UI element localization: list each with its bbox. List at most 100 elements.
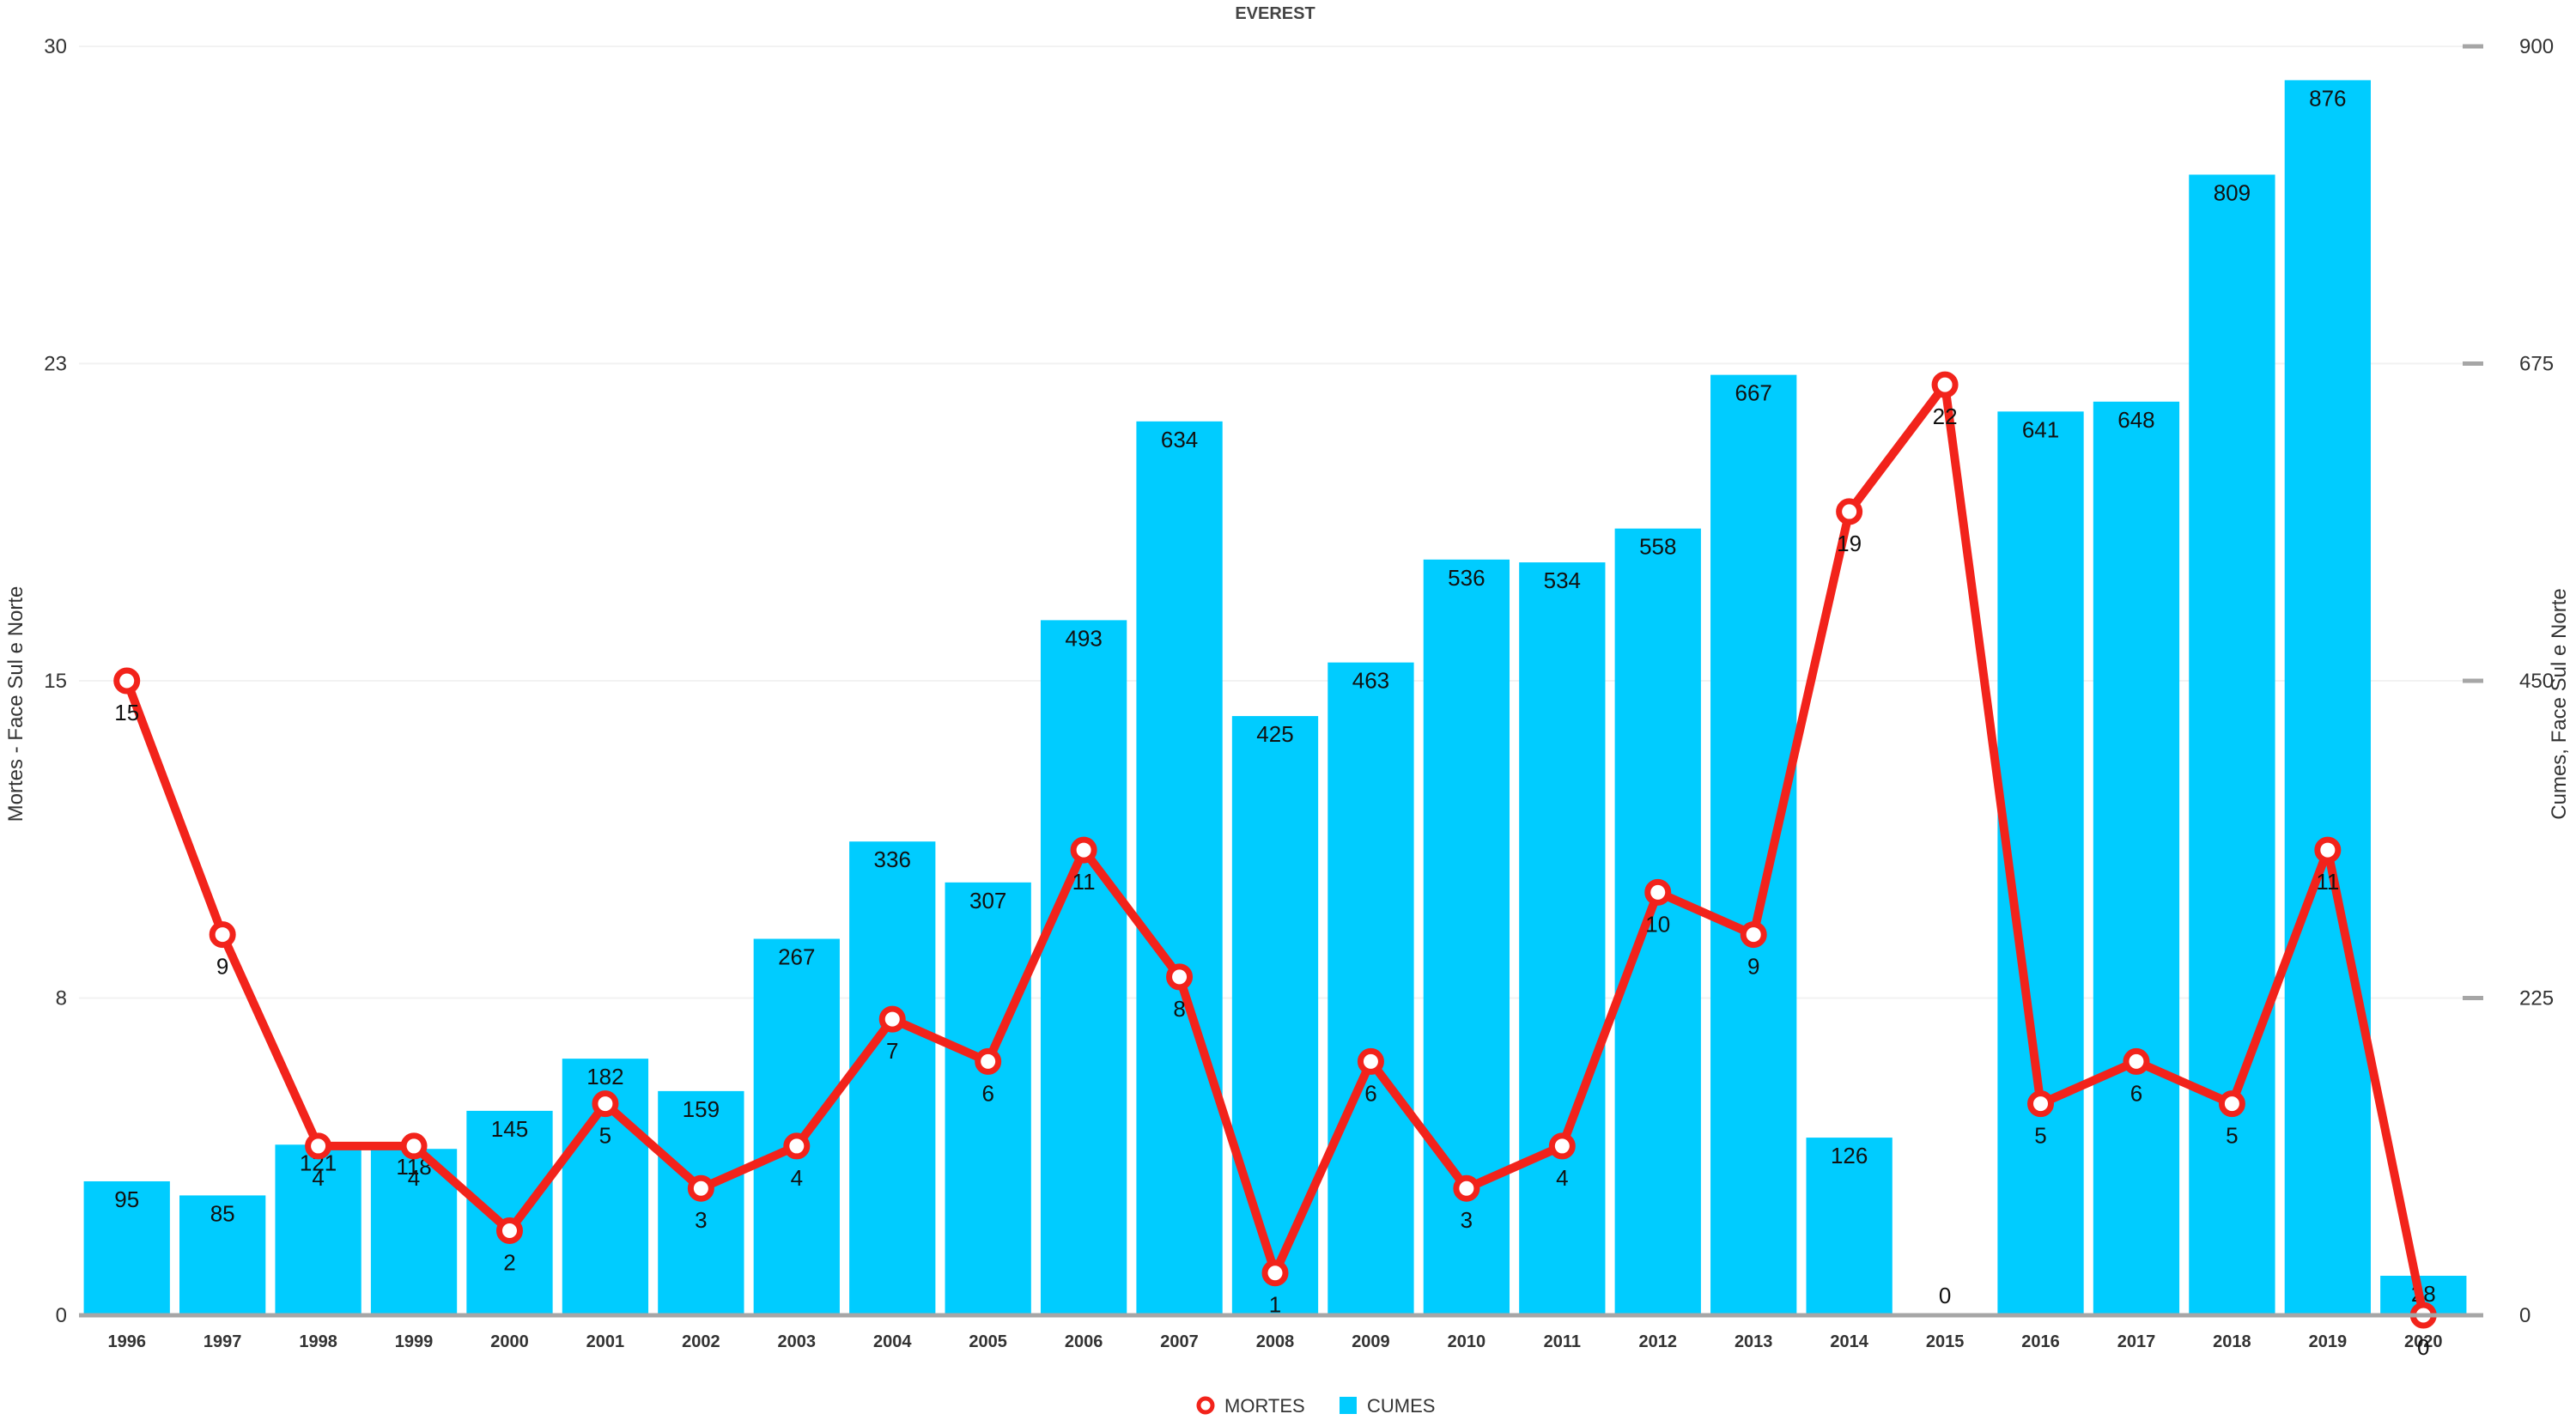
line-value-label: 5 <box>2226 1123 2238 1149</box>
line-value-label: 15 <box>114 700 139 725</box>
line-value-label: 11 <box>1072 869 1096 895</box>
line-point-mortes <box>1261 1259 1289 1287</box>
line-value-label: 6 <box>2130 1080 2142 1106</box>
bar-value-label: 534 <box>1544 567 1581 593</box>
line-value-label: 1 <box>1269 1292 1281 1318</box>
bar-value-label: 336 <box>874 847 911 872</box>
line-point-mortes <box>1740 921 1767 949</box>
bar-cumes <box>179 1195 266 1315</box>
legend-label-cumes: CUMES <box>1367 1395 1435 1416</box>
x-tick-label: 2015 <box>1926 1332 1965 1351</box>
line-point-mortes <box>975 1047 1002 1075</box>
line-value-label: 10 <box>1645 911 1670 937</box>
bar-value-label: 145 <box>491 1116 528 1142</box>
bar-value-label: 463 <box>1352 668 1389 694</box>
y-axis-right-title: Cumes, Face Sul e Norte <box>2548 588 2571 819</box>
bar-cumes <box>466 1110 553 1315</box>
line-point-mortes <box>2218 1090 2245 1118</box>
bar-value-label: 876 <box>2309 85 2346 111</box>
bar-cumes <box>2189 174 2275 1315</box>
bar-value-label: 95 <box>114 1186 139 1212</box>
line-value-label: 11 <box>2316 869 2339 895</box>
bar-cumes <box>275 1144 361 1315</box>
bar-value-label: 667 <box>1735 380 1772 406</box>
x-tick-label: 2000 <box>490 1332 529 1351</box>
bar-value-label: 85 <box>210 1200 235 1226</box>
legend-marker-cumes <box>1340 1397 1357 1414</box>
bar-value-label: 558 <box>1639 534 1676 560</box>
bar-value-label: 182 <box>586 1064 623 1089</box>
line-point-mortes <box>1931 371 1959 398</box>
chart-legend: MORTES CUMES <box>1196 1395 1435 1417</box>
bar-cumes <box>849 841 936 1315</box>
x-tick-label: 2006 <box>1065 1332 1103 1351</box>
x-tick-label: 1997 <box>204 1332 242 1351</box>
line-point-mortes <box>2123 1047 2150 1075</box>
x-tick-label: 2013 <box>1735 1332 1773 1351</box>
line-value-label: 4 <box>1556 1165 1568 1191</box>
y-left-tick-label: 30 <box>44 35 67 58</box>
x-tick-label: 2020 <box>2404 1332 2443 1351</box>
bar-cumes <box>2284 80 2371 1315</box>
y-left-tick-label: 23 <box>44 353 67 376</box>
x-tick-label: 2010 <box>1448 1332 1486 1351</box>
line-point-mortes <box>687 1174 714 1202</box>
bar-value-label: 493 <box>1065 625 1102 651</box>
line-point-mortes <box>1166 963 1194 991</box>
x-tick-label: 2017 <box>2117 1332 2156 1351</box>
bar-value-label: 267 <box>778 944 815 970</box>
bar-value-label: 641 <box>2022 416 2059 442</box>
bar-cumes <box>1614 528 1701 1315</box>
line-value-label: 9 <box>216 954 228 980</box>
x-tick-label: 2005 <box>969 1332 1007 1351</box>
x-tick-label: 1998 <box>299 1332 337 1351</box>
y-right-tick-label: 0 <box>2519 1304 2530 1327</box>
chart-title: EVEREST <box>1235 4 1315 23</box>
line-value-label: 3 <box>1461 1207 1473 1233</box>
bar-value-label: 307 <box>969 888 1006 913</box>
line-point-mortes <box>783 1132 811 1160</box>
x-tick-label: 2004 <box>873 1332 912 1351</box>
bar-cumes <box>83 1180 170 1315</box>
bar-value-label: 648 <box>2117 407 2154 433</box>
bar-cumes <box>945 882 1031 1315</box>
line-value-label: 3 <box>695 1207 707 1233</box>
x-tick-label: 2018 <box>2213 1332 2251 1351</box>
line-value-label: 5 <box>2034 1123 2046 1149</box>
bar-value-label: 159 <box>683 1096 720 1122</box>
line-point-mortes <box>400 1132 428 1160</box>
x-tick-label: 2014 <box>1830 1332 1868 1351</box>
line-point-mortes <box>305 1132 332 1160</box>
bar-cumes <box>1327 662 1414 1315</box>
line-point-mortes <box>1357 1047 1384 1075</box>
y-left-tick-label: 0 <box>56 1304 67 1327</box>
x-tick-label: 1996 <box>107 1332 146 1351</box>
x-tick-label: 2011 <box>1544 1332 1581 1351</box>
x-tick-label: 2016 <box>2021 1332 2060 1351</box>
bar-value-label: 536 <box>1448 565 1485 591</box>
line-value-label: 4 <box>408 1165 420 1191</box>
x-tick-label: 2002 <box>682 1332 720 1351</box>
line-value-label: 6 <box>981 1080 993 1106</box>
y-left-tick-label: 15 <box>44 670 67 693</box>
line-point-mortes <box>1836 498 1863 525</box>
bar-value-label: 0 <box>1939 1283 1951 1308</box>
x-tick-label: 2008 <box>1256 1332 1295 1351</box>
line-value-label: 2 <box>503 1249 515 1275</box>
line-value-label: 9 <box>1747 954 1759 980</box>
y-right-tick-label: 225 <box>2519 987 2554 1010</box>
bar-value-label: 425 <box>1256 721 1293 747</box>
bar-value-label: 126 <box>1831 1143 1868 1168</box>
legend-marker-mortes <box>1196 1396 1215 1415</box>
line-point-mortes <box>1548 1132 1576 1160</box>
line-point-mortes <box>592 1090 619 1118</box>
line-value-label: 8 <box>1173 996 1185 1022</box>
bar-cumes <box>1519 562 1606 1315</box>
line-point-mortes <box>1644 878 1672 906</box>
bar-value-label: 809 <box>2214 179 2251 205</box>
bar-cumes <box>1423 559 1510 1315</box>
line-value-label: 4 <box>791 1165 803 1191</box>
line-point-mortes <box>878 1005 906 1033</box>
